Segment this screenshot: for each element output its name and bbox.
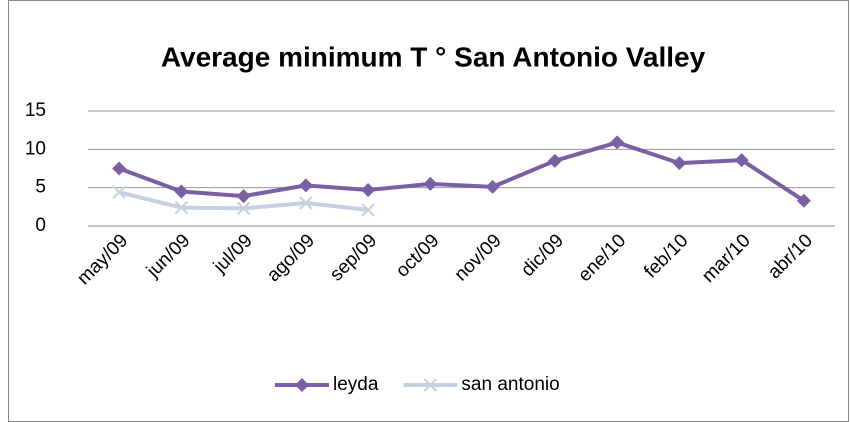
point-marker bbox=[361, 203, 375, 217]
point-marker bbox=[174, 184, 189, 199]
y-tick-label: 15 bbox=[25, 100, 46, 121]
point-marker bbox=[236, 189, 251, 204]
point-marker bbox=[610, 135, 625, 150]
chart-frame bbox=[8, 0, 849, 422]
legend-label: san antonio bbox=[461, 374, 559, 395]
series-line bbox=[118, 140, 805, 203]
point-marker bbox=[298, 178, 313, 193]
point-marker bbox=[734, 153, 749, 168]
legend-marker bbox=[423, 378, 438, 392]
legend-label: leyda bbox=[333, 374, 379, 395]
point-marker bbox=[796, 193, 811, 208]
point-marker bbox=[236, 201, 251, 216]
point-marker bbox=[485, 179, 500, 194]
y-tick-label: 0 bbox=[35, 215, 46, 236]
point-marker bbox=[423, 176, 438, 191]
chart-title: Average minimum T ° San Antonio Valley bbox=[161, 41, 706, 72]
y-tick-label: 5 bbox=[35, 177, 46, 198]
point-marker bbox=[112, 161, 127, 176]
point-marker bbox=[361, 182, 376, 197]
point-marker bbox=[112, 185, 126, 199]
point-marker bbox=[547, 153, 562, 168]
y-tick-label: 10 bbox=[25, 138, 46, 159]
legend-marker bbox=[295, 378, 309, 392]
point-marker bbox=[299, 196, 313, 210]
point-marker bbox=[174, 200, 189, 215]
point-marker bbox=[672, 156, 687, 171]
